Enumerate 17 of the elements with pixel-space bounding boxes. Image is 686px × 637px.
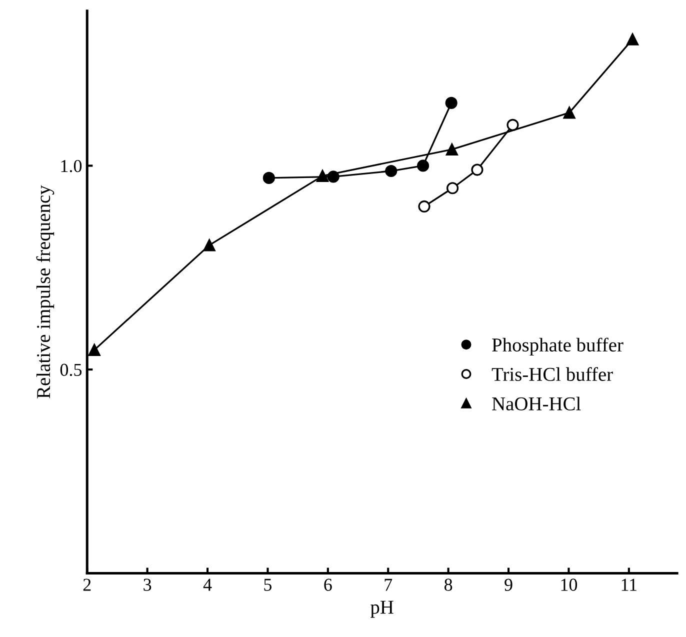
- x-tick-label: 8: [444, 578, 452, 591]
- x-tick-label: 6: [324, 578, 332, 591]
- y-axis-title: Relative impulse frequency: [36, 185, 54, 398]
- x-tick-label: 5: [264, 578, 272, 591]
- legend-label: Tris-HCl buffer: [492, 367, 613, 381]
- legend-label: NaOH-HCl: [492, 396, 581, 410]
- x-tick-label: 4: [203, 578, 212, 591]
- x-axis-title: pH: [370, 600, 394, 618]
- y-tick-label: 1.0: [61, 160, 82, 172]
- y-tick-label: 0.5: [60, 364, 82, 376]
- x-tick-label: 2: [83, 578, 91, 591]
- x-tick-label: 7: [384, 578, 392, 591]
- legend-label: Phosphate buffer: [492, 338, 624, 356]
- x-tick-label: 11: [622, 578, 637, 591]
- x-tick-label: 10: [561, 578, 578, 591]
- x-tick-label: 3: [144, 578, 152, 591]
- x-tick-label: 9: [504, 578, 512, 591]
